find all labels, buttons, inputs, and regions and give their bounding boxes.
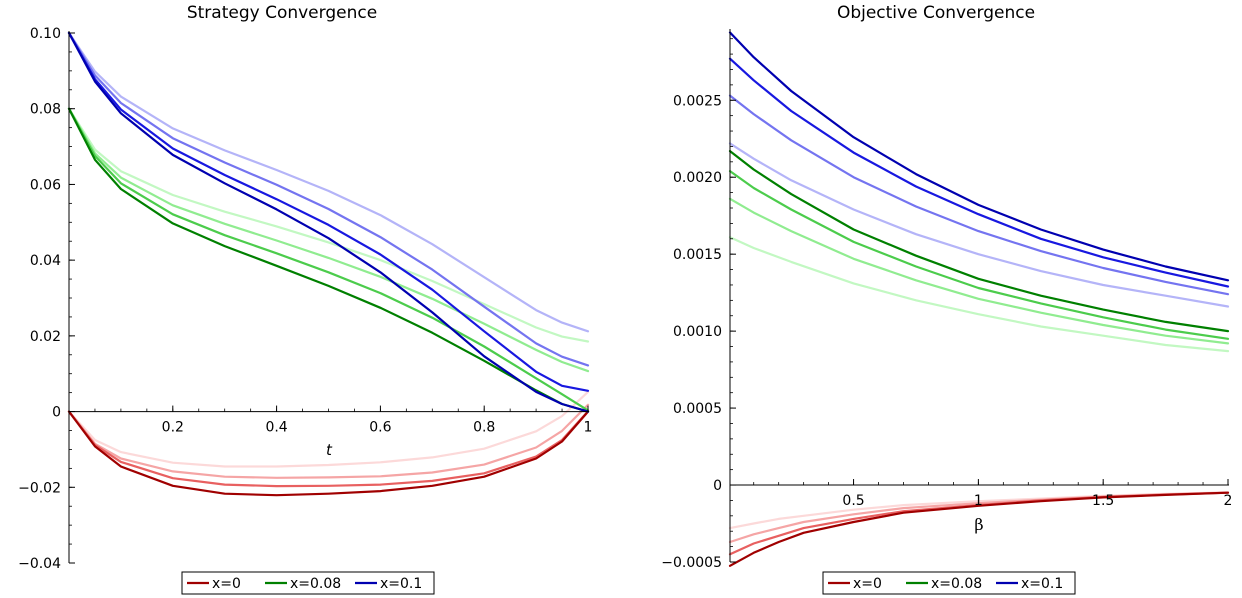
series-line-x0-0: [728, 491, 1230, 567]
series-line-x008-3: [67, 107, 590, 343]
series-line-x01-1: [67, 31, 590, 392]
legend-label: x=0.08: [931, 576, 982, 592]
chart-title: Objective Convergence: [837, 3, 1035, 23]
y-tick-label: 0: [52, 405, 61, 421]
objective-convergence-chart: Objective Convergence 0.0025 0.0020 0.0015…: [661, 3, 1232, 595]
y-tick-label: 0: [713, 478, 722, 494]
y-tick-label: −0.0005: [661, 555, 722, 571]
chart-title: Strategy Convergence: [187, 3, 377, 23]
legend-box: [181, 571, 435, 595]
series-line-x008-0: [67, 107, 590, 413]
strategy-convergence-chart: Strategy Convergence 0.10 0.08 0.06 0.04 0.0…: [18, 3, 592, 595]
legend-label: x=0.08: [290, 576, 341, 592]
y-tick-label: 0.04: [30, 253, 61, 269]
x-axis-label: t: [326, 441, 333, 459]
series-line-x008-0: [728, 150, 1230, 333]
series-line-x008-1: [67, 107, 590, 412]
y-tick-label: 0.10: [30, 26, 61, 42]
y-tick-label: 0.02: [30, 329, 61, 345]
series-line-x01-2: [728, 94, 1230, 296]
series-line-x008-2: [67, 107, 590, 373]
x-tick-label: 0.6: [369, 420, 391, 436]
legend-label: x=0: [212, 576, 241, 592]
series-line-x01-1: [728, 57, 1230, 288]
legend: x=0 x=0.08 x=0.1: [822, 571, 1076, 595]
x-tick-label: 0.4: [265, 420, 287, 436]
series-line-x0-2: [67, 403, 590, 479]
axes-group: 0.0025 0.0020 0.0015 0.0010 0.0005 0 −0.0005 0.…: [661, 29, 1232, 571]
series-line-x01-0: [67, 31, 590, 413]
legend-label: x=0.1: [380, 576, 422, 592]
y-tick-label: 0.0015: [673, 247, 722, 263]
series-line-x008-2: [728, 197, 1230, 345]
series-line-x008-3: [728, 236, 1230, 353]
y-tick-label: −0.02: [18, 480, 61, 496]
y-tick-label: 0.0025: [673, 93, 722, 109]
legend-label: x=0.1: [1021, 576, 1063, 592]
series-group: [67, 31, 590, 497]
series-line-x0-1: [67, 410, 590, 488]
series-line-x01-3: [728, 142, 1230, 308]
x-tick-label: 2: [1224, 493, 1233, 509]
series-group: [728, 31, 1230, 567]
legend-label: x=0: [853, 576, 882, 592]
x-tick-label: 1: [974, 493, 983, 509]
x-tick-label: 0.5: [842, 493, 864, 509]
y-tick-label: −0.04: [18, 556, 61, 572]
series-line-x01-3: [67, 31, 590, 333]
x-axis-label: β: [974, 515, 983, 534]
y-tick-label: 0.06: [30, 177, 61, 193]
legend: x=0 x=0.08 x=0.1: [181, 571, 435, 595]
y-tick-label: 0.0010: [673, 324, 722, 340]
series-line-x0-0: [67, 410, 590, 497]
legend-box: [822, 571, 1076, 595]
series-line-x008-1: [728, 170, 1230, 340]
series-line-x01-0: [728, 31, 1230, 282]
axes-group: 0.10 0.08 0.06 0.04 0.02 0 −0.02 −0.04 0.2 0.4 0.6…: [18, 26, 592, 572]
series-line-x01-2: [67, 31, 590, 367]
x-tick-label: 1.5: [1092, 493, 1114, 509]
y-tick-label: 0.0005: [673, 401, 722, 417]
series-line-x0-3: [67, 390, 590, 468]
y-tick-label: 0.08: [30, 102, 61, 118]
x-tick-label: 0.8: [473, 420, 495, 436]
x-tick-label: 1: [584, 420, 593, 436]
x-tick-label: 0.2: [162, 420, 184, 436]
y-tick-label: 0.0020: [673, 170, 722, 186]
